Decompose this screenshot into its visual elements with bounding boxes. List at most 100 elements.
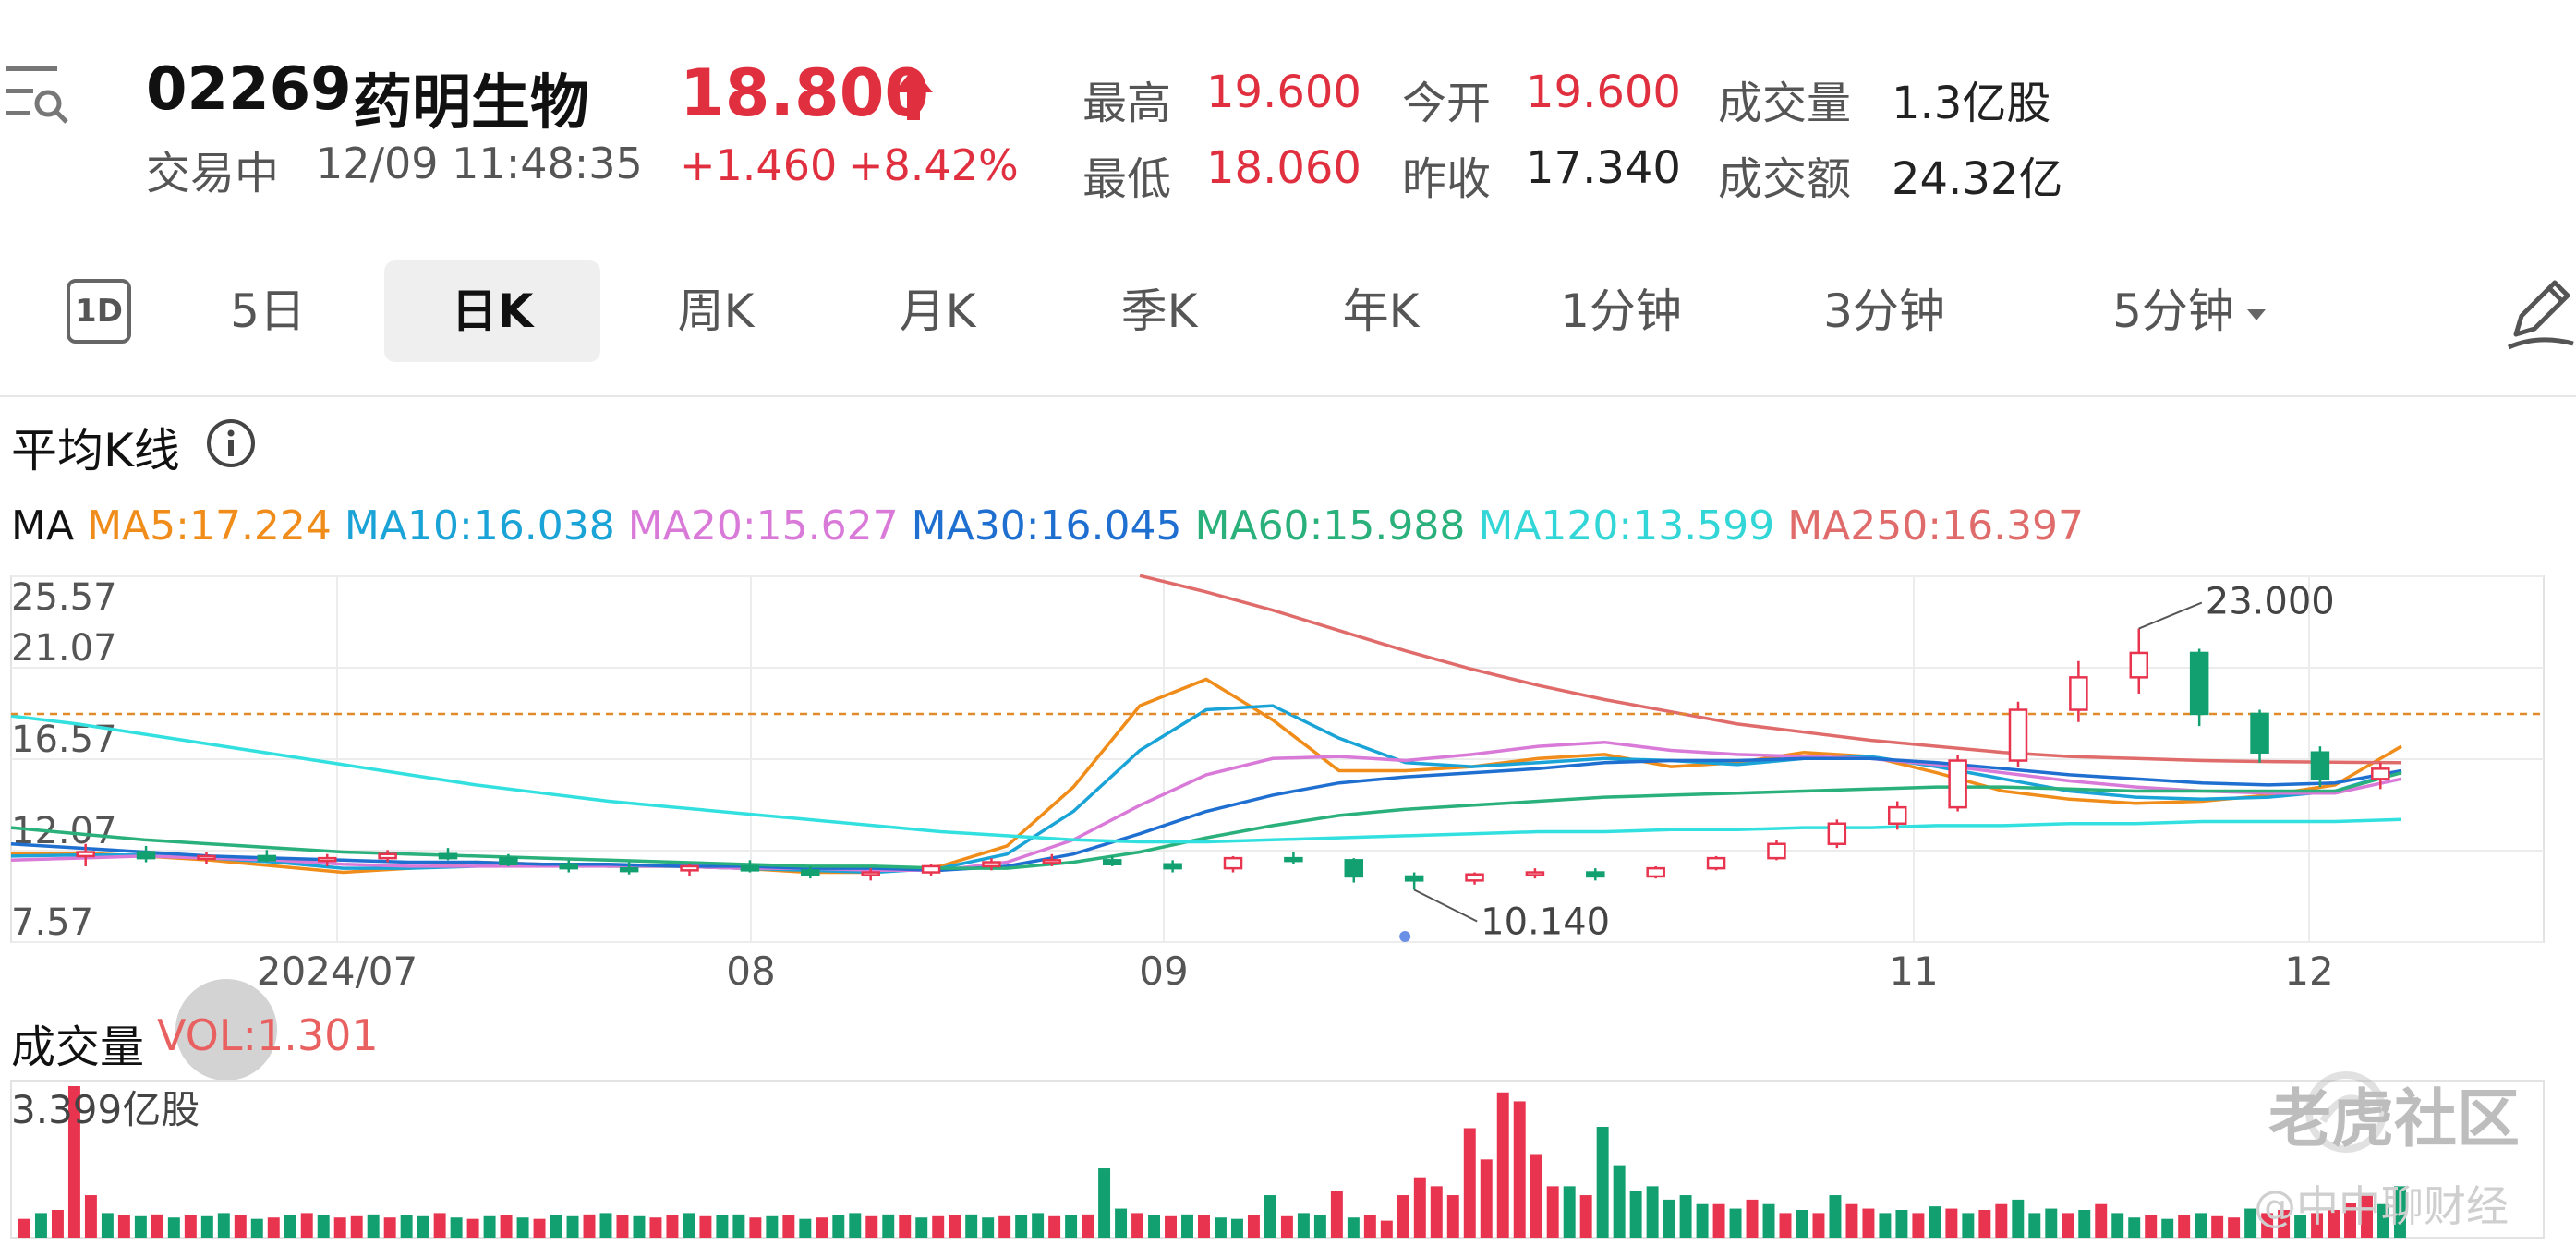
- volume-bar-up: [2311, 1213, 2324, 1238]
- chart-scroll-handle[interactable]: [175, 979, 277, 1081]
- candle-up: [861, 871, 880, 876]
- volume-bar-up: [117, 1215, 130, 1238]
- high-value: 19.600: [1206, 66, 1361, 118]
- volume-bar-up: [1779, 1213, 1792, 1238]
- price-change: +1.460: [680, 140, 838, 190]
- volume-bar-down: [2195, 1213, 2207, 1238]
- ma120-name: MA120: [1478, 502, 1619, 550]
- candle-up: [1827, 822, 1847, 845]
- volume-bar-down: [683, 1213, 695, 1238]
- volume-bar-down: [1762, 1203, 1775, 1238]
- volume-bar-up: [84, 1195, 97, 1238]
- volume-bar-down: [1230, 1218, 1243, 1238]
- ma20-line: [10, 740, 2402, 873]
- tab-1min[interactable]: 1分钟: [1560, 284, 1682, 338]
- high-marker-line: [2138, 601, 2203, 630]
- volume-bar-down: [1297, 1213, 1310, 1238]
- menu-search-icon[interactable]: [0, 57, 74, 131]
- candle-up: [2129, 651, 2149, 679]
- candle-down: [2310, 751, 2330, 780]
- draw-pen-icon[interactable]: [2501, 270, 2575, 353]
- x-tick-label: 12: [2284, 949, 2333, 994]
- tab-1d-icon[interactable]: 1D: [67, 279, 131, 344]
- candle-up: [2371, 767, 2390, 780]
- volume-bar-up: [1862, 1208, 1875, 1238]
- candle-up: [1767, 842, 1786, 860]
- volume-bar-up: [350, 1215, 363, 1238]
- candle-down: [2250, 712, 2269, 754]
- ma30-legend: MA30:16.045: [911, 502, 1182, 550]
- info-icon[interactable]: [205, 417, 257, 469]
- volume-bar-up: [699, 1215, 712, 1238]
- tab-weekly-k[interactable]: 周K: [677, 284, 755, 338]
- volume-bar-down: [2244, 1208, 2257, 1238]
- volume-chart[interactable]: [0, 1075, 2576, 1241]
- volume-bar-down: [1563, 1186, 1576, 1238]
- tab-daily-k[interactable]: 日K: [384, 260, 600, 362]
- volume-indicator-value: VOL:1.301: [157, 1010, 379, 1060]
- volume-bar-down: [716, 1215, 729, 1238]
- volume-bar-up: [1579, 1195, 1592, 1238]
- volume-value: 1.3亿股: [1892, 78, 2051, 129]
- watermark-text: 老虎社区: [2268, 1083, 2521, 1156]
- tab-5day[interactable]: 5日: [230, 284, 306, 338]
- volume-bar-up: [1480, 1159, 1493, 1238]
- volume-bar-up: [1082, 1214, 1094, 1238]
- candle-up: [1706, 856, 1726, 870]
- volume-bar-down: [1148, 1215, 1161, 1238]
- candle-up: [1525, 871, 1545, 876]
- volume-bar-down: [284, 1215, 296, 1238]
- volume-bar-up: [1712, 1203, 1725, 1238]
- volume-bar-down: [1796, 1210, 1808, 1238]
- candle-down: [1163, 863, 1182, 870]
- ma10-line: [10, 704, 2402, 875]
- volume-bar-down: [1895, 1210, 1908, 1238]
- ma10-legend: MA10:16.038: [344, 502, 615, 550]
- x-tick-label: 2024/07: [257, 949, 417, 994]
- volume-bar-down: [2128, 1217, 2141, 1238]
- volume-bar-down: [1098, 1168, 1111, 1238]
- volume-bar-down: [516, 1217, 529, 1238]
- candle-up: [1646, 866, 1665, 878]
- ma20-name: MA20: [627, 502, 743, 550]
- volume-bar-down: [2111, 1213, 2124, 1238]
- x-tick-label: 08: [726, 949, 775, 994]
- volume-bar-up: [333, 1217, 346, 1238]
- volume-bar-down: [1829, 1195, 1842, 1238]
- volume-bar-up: [51, 1210, 64, 1238]
- tab-monthly-k[interactable]: 月K: [899, 284, 976, 338]
- volume-bar-down: [766, 1215, 779, 1238]
- volume-bar-up: [949, 1215, 961, 1238]
- volume-bar-down: [732, 1214, 745, 1238]
- low-label: 最低: [1082, 153, 1172, 205]
- turnover-value: 24.32亿: [1892, 153, 2063, 205]
- volume-bar-down: [1115, 1208, 1128, 1238]
- tab-yearly-k[interactable]: 年K: [1342, 284, 1420, 338]
- candle-down: [740, 864, 760, 872]
- volume-bar-up: [184, 1215, 197, 1238]
- volume-bar-down: [367, 1214, 380, 1238]
- volume-bar-up: [2261, 1213, 2274, 1238]
- y-tick-label: 7.57: [11, 901, 93, 944]
- volume-bar-up: [1978, 1210, 1991, 1238]
- watermark-credit: @中中聊财经: [2254, 1181, 2509, 1231]
- tab-quarterly-k[interactable]: 季K: [1120, 284, 1198, 338]
- ma-legend: MA MA5:17.224 MA10:16.038 MA20:15.627 MA…: [11, 502, 2084, 550]
- y-tick-label: 21.07: [11, 627, 117, 670]
- candle-down: [801, 869, 820, 876]
- candle-down: [1586, 871, 1605, 878]
- up-arrow-icon: [894, 68, 933, 120]
- volume-bar-down: [2012, 1199, 2025, 1238]
- volume-bar-up: [433, 1213, 446, 1238]
- volume-bar-up: [2328, 1210, 2340, 1238]
- tab-5min-dropdown[interactable]: 5分钟: [2069, 260, 2309, 362]
- divider: [0, 395, 2576, 397]
- volume-label: 成交量: [1718, 78, 1852, 129]
- candle-down: [499, 856, 518, 865]
- tab-3min[interactable]: 3分钟: [1823, 284, 1945, 338]
- ma60-legend: MA60:15.988: [1194, 502, 1466, 550]
- volume-bar-down: [566, 1215, 579, 1238]
- volume-bar-down: [1929, 1206, 1941, 1238]
- volume-bar-down: [400, 1215, 413, 1238]
